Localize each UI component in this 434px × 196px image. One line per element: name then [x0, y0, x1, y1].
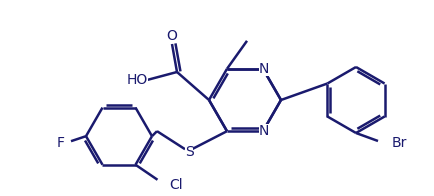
Text: N: N — [259, 62, 269, 76]
Text: O: O — [167, 29, 178, 43]
Text: N: N — [259, 124, 269, 138]
Text: Br: Br — [392, 136, 408, 150]
Text: Cl: Cl — [170, 178, 183, 192]
Text: S: S — [184, 145, 194, 159]
Text: F: F — [57, 136, 65, 150]
Text: HO: HO — [126, 73, 148, 87]
